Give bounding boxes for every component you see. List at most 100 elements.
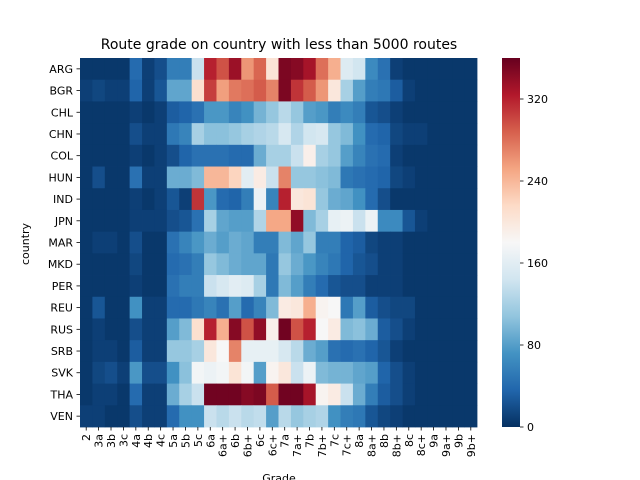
heatmap-cell bbox=[427, 79, 441, 102]
heatmap-cell bbox=[452, 58, 465, 81]
heatmap-cell bbox=[414, 296, 428, 319]
heatmap-cell bbox=[352, 296, 366, 319]
heatmap-cell bbox=[427, 405, 441, 428]
heatmap-cell bbox=[340, 253, 354, 276]
heatmap-cell bbox=[427, 275, 441, 298]
heatmap-cell bbox=[216, 79, 230, 102]
y-tick-label: CHN bbox=[49, 128, 73, 141]
heatmap-cell bbox=[191, 123, 205, 146]
heatmap-cell bbox=[117, 275, 131, 298]
heatmap-cell bbox=[166, 101, 180, 124]
heatmap-cell bbox=[191, 383, 205, 406]
heatmap-cell bbox=[129, 361, 143, 384]
heatmap-cell bbox=[129, 188, 143, 211]
x-tick-label: 4a bbox=[130, 434, 143, 448]
heatmap-cell bbox=[352, 58, 366, 81]
heatmap-cell bbox=[278, 58, 292, 81]
heatmap-cell bbox=[377, 166, 391, 189]
heatmap-cell bbox=[241, 275, 255, 298]
heatmap-cell bbox=[80, 123, 93, 146]
heatmap-cell bbox=[266, 253, 279, 276]
heatmap-cell bbox=[328, 123, 341, 146]
heatmap-cell bbox=[390, 253, 403, 276]
heatmap-cell bbox=[290, 166, 304, 189]
heatmap-cell bbox=[390, 231, 403, 254]
heatmap-cell bbox=[365, 79, 379, 102]
heatmap-cell bbox=[365, 123, 379, 146]
heatmap-cell bbox=[315, 275, 329, 298]
heatmap-cell bbox=[278, 123, 292, 146]
heatmap-cell bbox=[278, 188, 292, 211]
heatmap-cell bbox=[464, 209, 478, 233]
heatmap-cell bbox=[253, 253, 267, 276]
heatmap-cell bbox=[228, 296, 242, 319]
heatmap-cell bbox=[142, 253, 155, 276]
heatmap-cell bbox=[439, 253, 453, 276]
heatmap-cell bbox=[104, 188, 118, 211]
heatmap-cell bbox=[241, 123, 255, 146]
heatmap-cell bbox=[352, 209, 366, 233]
heatmap-cell bbox=[228, 405, 242, 428]
heatmap-cell bbox=[303, 253, 317, 276]
heatmap-cell bbox=[104, 231, 118, 254]
heatmap-cell bbox=[129, 58, 143, 81]
heatmap-cell bbox=[365, 318, 379, 341]
heatmap-cell bbox=[402, 231, 416, 254]
x-tick-label: 5a bbox=[167, 434, 180, 448]
heatmap-cell bbox=[166, 361, 180, 384]
y-tick-label: RUS bbox=[50, 323, 73, 336]
heatmap-cell bbox=[303, 123, 317, 146]
heatmap-cell bbox=[278, 340, 292, 363]
heatmap-cell bbox=[377, 209, 391, 233]
heatmap-cell bbox=[253, 340, 267, 363]
heatmap-cell bbox=[117, 101, 131, 124]
heatmap-cell bbox=[266, 383, 279, 406]
x-tick-label: 4c bbox=[155, 434, 168, 447]
heatmap-cell bbox=[204, 79, 217, 102]
heatmap-cell bbox=[154, 253, 168, 276]
heatmap-cell bbox=[427, 253, 441, 276]
heatmap-cell bbox=[166, 253, 180, 276]
heatmap-cell bbox=[377, 318, 391, 341]
heatmap-cell bbox=[290, 318, 304, 341]
heatmap-cell bbox=[290, 188, 304, 211]
heatmap-cell bbox=[228, 166, 242, 189]
heatmap-cell bbox=[328, 79, 341, 102]
heatmap-cell bbox=[129, 275, 143, 298]
heatmap-cell bbox=[266, 275, 279, 298]
heatmap-cell bbox=[166, 166, 180, 189]
heatmap-cell bbox=[290, 405, 304, 428]
heatmap-cell bbox=[142, 405, 155, 428]
heatmap-cell bbox=[80, 296, 93, 319]
heatmap-cell bbox=[253, 275, 267, 298]
y-tick-label: BGR bbox=[49, 85, 73, 98]
heatmap-cell bbox=[191, 296, 205, 319]
heatmap-cell bbox=[92, 144, 106, 167]
heatmap-cell bbox=[377, 123, 391, 146]
heatmap-cell bbox=[241, 188, 255, 211]
heatmap-cell bbox=[253, 361, 267, 384]
heatmap-cell bbox=[166, 144, 180, 167]
heatmap-cell bbox=[154, 144, 168, 167]
heatmap-cell bbox=[402, 123, 416, 146]
x-tick-label: 9b+ bbox=[465, 434, 478, 457]
heatmap-cell bbox=[427, 188, 441, 211]
heatmap-cell bbox=[427, 340, 441, 363]
heatmap-cell bbox=[154, 340, 168, 363]
heatmap-cell bbox=[328, 340, 341, 363]
heatmap-cell bbox=[464, 275, 478, 298]
heatmap-cell bbox=[452, 318, 465, 341]
heatmap-cell bbox=[216, 101, 230, 124]
heatmap-cell bbox=[303, 166, 317, 189]
heatmap-cell bbox=[92, 318, 106, 341]
heatmap-cell bbox=[266, 166, 279, 189]
heatmap-cell bbox=[303, 101, 317, 124]
heatmap-cell bbox=[365, 58, 379, 81]
heatmap-cell bbox=[142, 58, 155, 81]
heatmap-cell bbox=[303, 275, 317, 298]
heatmap-cell bbox=[104, 340, 118, 363]
heatmap-cell bbox=[104, 123, 118, 146]
heatmap-cell bbox=[154, 275, 168, 298]
heatmap-cell bbox=[166, 383, 180, 406]
heatmap-cell bbox=[303, 144, 317, 167]
